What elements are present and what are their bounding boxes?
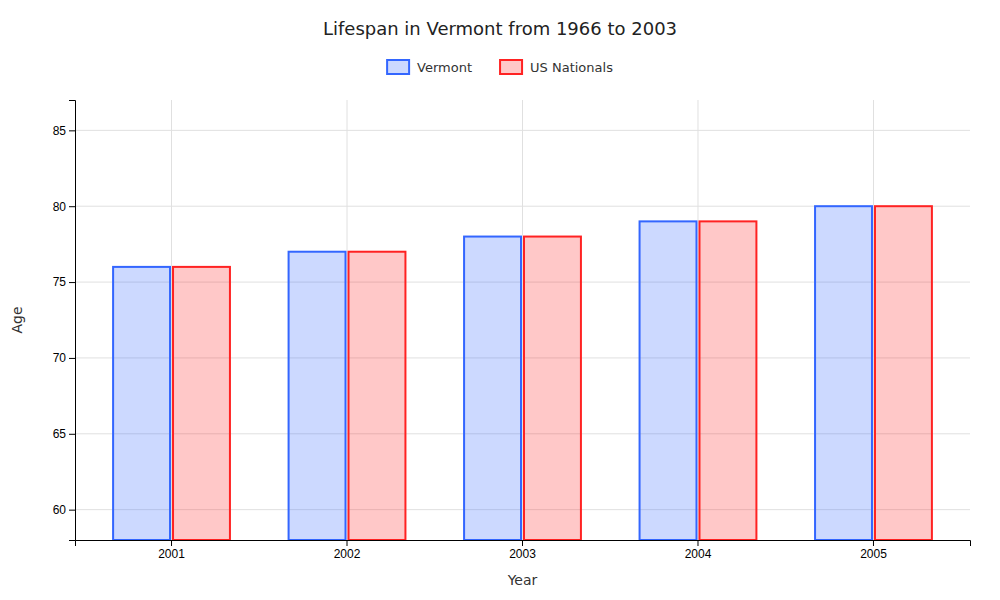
legend-label: US Nationals [530,60,613,75]
tick-mark [69,510,75,511]
tick: 2003 [509,540,536,561]
y-axis-title: Age [9,306,25,333]
legend-item: Vermont [387,60,472,75]
tick: 75 [53,275,75,289]
tick-label: 2003 [509,547,536,561]
tick-label: 80 [53,200,67,214]
bar-series [113,206,872,540]
tick-mark [347,540,348,546]
tick: 2005 [860,540,887,561]
bar [113,267,170,540]
grid-line [697,100,698,540]
tick: 65 [53,427,75,441]
y-axis: 60 65 70 75 80 85 [53,101,76,541]
grid-line [522,100,523,540]
bar [349,252,406,540]
tick-label: 85 [53,124,67,138]
axis-line [76,541,971,547]
tick: 2001 [158,540,185,561]
tick-label: 60 [53,503,67,517]
tick-label: 2005 [860,547,887,561]
tick-mark [171,540,172,546]
title: Lifespan in Vermont from 1966 to 2003 [323,18,677,39]
bar [699,221,756,540]
tick: 80 [53,200,75,214]
bar [524,237,581,540]
tick-label: 2001 [158,547,185,561]
bar-series [173,206,932,540]
tick-mark [697,540,698,546]
x-axis-title: Year [507,572,538,588]
legend-swatch [500,60,522,74]
chart: 2001 2002 2003 2004 2005 60 65 70 75 80 85 Year Age L… [0,0,1000,600]
tick: 2002 [334,540,361,561]
tick-label: 65 [53,427,67,441]
legend-label: Vermont [417,60,472,75]
tick-mark [69,358,75,359]
legend: Vermont US Nationals [387,60,613,75]
bar [173,267,230,540]
grid-line [171,100,172,540]
axis-line [69,101,76,541]
tick-label: 2002 [334,547,361,561]
tick-mark [522,540,523,546]
tick-mark [69,206,75,207]
tick-label: 70 [53,351,67,365]
legend-item: US Nationals [500,60,613,75]
plot: 2001 2002 2003 2004 2005 60 65 70 75 80 85 [53,100,971,561]
bar [875,206,932,540]
bar [464,237,521,540]
grid-line [347,100,348,540]
tick-label: 2004 [685,547,712,561]
bars [113,206,932,540]
tick-mark [873,540,874,546]
tick: 70 [53,351,75,365]
bar [815,206,872,540]
tick-label: 75 [53,275,67,289]
tick-mark [69,434,75,435]
x-axis: 2001 2002 2003 2004 2005 [76,540,971,561]
bar [640,221,697,540]
grid-line [873,100,874,540]
tick: 2004 [685,540,712,561]
tick: 60 [53,503,75,517]
grid [75,100,970,540]
legend-swatch [387,60,409,74]
tick-mark [69,130,75,131]
tick: 85 [53,124,75,138]
tick-mark [69,282,75,283]
bar [289,252,346,540]
